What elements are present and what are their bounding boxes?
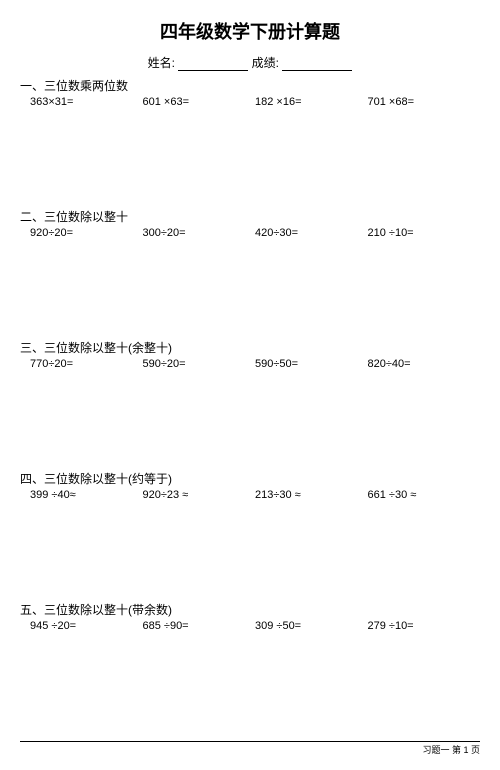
section-header: 一、三位数乘两位数 [20, 77, 480, 94]
problem-row: 363×31= 601 ×63= 182 ×16= 701 ×68= [20, 96, 480, 108]
problem: 590÷20= [143, 358, 256, 370]
name-blank [178, 57, 248, 71]
section-header: 五、三位数除以整十(带余数) [20, 601, 480, 618]
problem: 309 ÷50= [255, 620, 368, 632]
section-header: 二、三位数除以整十 [20, 208, 480, 225]
problem-row: 945 ÷20= 685 ÷90= 309 ÷50= 279 ÷10= [20, 620, 480, 632]
section-header: 四、三位数除以整十(约等于) [20, 470, 480, 487]
problem: 920÷23 ≈ [143, 489, 256, 501]
score-label: 成绩: [252, 54, 279, 71]
problem-row: 920÷20= 300÷20= 420÷30= 210 ÷10= [20, 227, 480, 239]
worksheet-title: 四年级数学下册计算题 [20, 18, 480, 44]
problem: 685 ÷90= [143, 620, 256, 632]
section-2: 二、三位数除以整十 920÷20= 300÷20= 420÷30= 210 ÷1… [20, 208, 480, 239]
section-3: 三、三位数除以整十(余整十) 770÷20= 590÷20= 590÷50= 8… [20, 339, 480, 370]
problem: 210 ÷10= [368, 227, 481, 239]
problem: 920÷20= [30, 227, 143, 239]
footer-page: 习题一 第 1 页 [422, 743, 480, 756]
score-blank [282, 57, 352, 71]
problem: 182 ×16= [255, 96, 368, 108]
problem: 279 ÷10= [368, 620, 481, 632]
section-5: 五、三位数除以整十(带余数) 945 ÷20= 685 ÷90= 309 ÷50… [20, 601, 480, 632]
problem: 945 ÷20= [30, 620, 143, 632]
problem: 701 ×68= [368, 96, 481, 108]
problem-row: 399 ÷40≈ 920÷23 ≈ 213÷30 ≈ 661 ÷30 ≈ [20, 489, 480, 501]
problem: 601 ×63= [143, 96, 256, 108]
problem: 363×31= [30, 96, 143, 108]
problem: 399 ÷40≈ [30, 489, 143, 501]
section-4: 四、三位数除以整十(约等于) 399 ÷40≈ 920÷23 ≈ 213÷30 … [20, 470, 480, 501]
problem: 820÷40= [368, 358, 481, 370]
problem-row: 770÷20= 590÷20= 590÷50= 820÷40= [20, 358, 480, 370]
problem: 590÷50= [255, 358, 368, 370]
footer-divider [20, 741, 480, 742]
problem: 661 ÷30 ≈ [368, 489, 481, 501]
problem: 420÷30= [255, 227, 368, 239]
problem: 300÷20= [143, 227, 256, 239]
section-header: 三、三位数除以整十(余整十) [20, 339, 480, 356]
section-1: 一、三位数乘两位数 363×31= 601 ×63= 182 ×16= 701 … [20, 77, 480, 108]
problem: 213÷30 ≈ [255, 489, 368, 501]
problem: 770÷20= [30, 358, 143, 370]
info-line: 姓名: 成绩: [20, 54, 480, 71]
name-label: 姓名: [148, 54, 175, 71]
